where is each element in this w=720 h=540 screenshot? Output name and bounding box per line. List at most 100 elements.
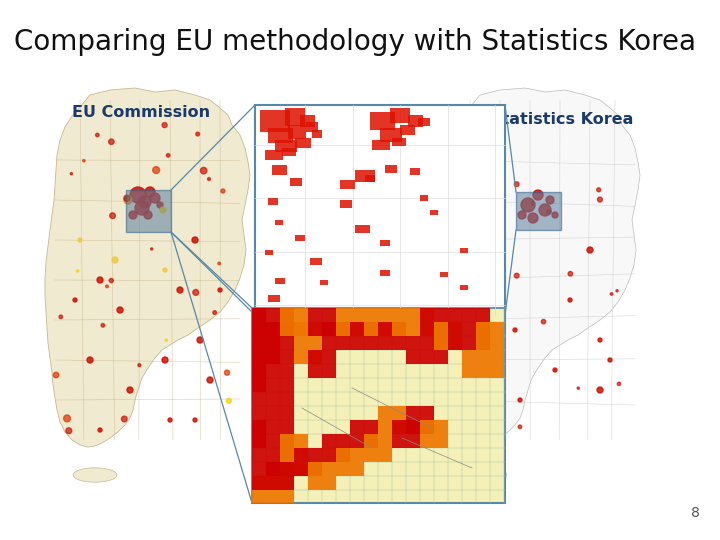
Bar bbox=[295, 235, 305, 241]
Bar bbox=[340, 200, 352, 208]
Bar bbox=[440, 272, 448, 277]
Bar bbox=[288, 125, 306, 139]
Circle shape bbox=[568, 272, 572, 276]
Bar bbox=[282, 148, 296, 156]
Circle shape bbox=[587, 247, 593, 253]
Bar bbox=[290, 178, 302, 186]
Circle shape bbox=[521, 198, 535, 212]
Circle shape bbox=[616, 289, 618, 292]
Bar bbox=[266, 448, 294, 476]
Circle shape bbox=[213, 310, 217, 314]
Circle shape bbox=[71, 173, 73, 175]
Bar bbox=[370, 112, 395, 130]
Circle shape bbox=[109, 213, 115, 219]
Circle shape bbox=[207, 178, 210, 180]
Circle shape bbox=[473, 318, 477, 322]
Circle shape bbox=[488, 288, 492, 292]
Circle shape bbox=[514, 182, 519, 186]
Circle shape bbox=[461, 193, 463, 195]
Circle shape bbox=[117, 307, 123, 313]
Circle shape bbox=[514, 273, 519, 278]
Bar bbox=[252, 476, 294, 503]
Bar bbox=[355, 170, 375, 182]
Circle shape bbox=[500, 132, 505, 137]
Circle shape bbox=[539, 204, 551, 216]
Bar bbox=[516, 192, 561, 230]
Bar bbox=[255, 105, 505, 315]
Bar bbox=[280, 434, 308, 476]
Circle shape bbox=[124, 196, 132, 204]
Bar bbox=[306, 122, 318, 132]
Circle shape bbox=[225, 370, 230, 375]
Bar bbox=[430, 210, 438, 215]
Bar bbox=[390, 108, 410, 123]
Bar bbox=[275, 278, 285, 284]
Bar bbox=[300, 115, 315, 127]
Bar bbox=[336, 448, 364, 476]
Circle shape bbox=[200, 167, 207, 174]
Bar bbox=[268, 128, 293, 143]
Circle shape bbox=[165, 339, 167, 341]
Bar bbox=[308, 462, 336, 490]
Bar bbox=[312, 130, 322, 138]
Circle shape bbox=[207, 377, 213, 383]
Circle shape bbox=[162, 357, 168, 363]
Bar bbox=[275, 220, 283, 225]
Bar bbox=[252, 336, 280, 364]
Circle shape bbox=[73, 298, 77, 302]
Circle shape bbox=[464, 375, 467, 377]
Text: 8: 8 bbox=[691, 506, 700, 520]
Bar bbox=[320, 280, 328, 285]
Circle shape bbox=[531, 201, 535, 205]
Circle shape bbox=[78, 238, 82, 242]
Circle shape bbox=[464, 248, 467, 251]
Bar bbox=[265, 150, 283, 160]
Circle shape bbox=[518, 425, 522, 429]
Circle shape bbox=[144, 211, 152, 219]
Bar bbox=[322, 434, 350, 462]
Circle shape bbox=[608, 358, 612, 362]
Bar bbox=[336, 308, 364, 336]
Bar bbox=[308, 308, 336, 336]
Circle shape bbox=[218, 262, 220, 265]
Circle shape bbox=[192, 237, 198, 243]
Circle shape bbox=[138, 363, 141, 367]
Circle shape bbox=[488, 368, 492, 372]
Circle shape bbox=[193, 418, 197, 422]
Bar bbox=[266, 322, 294, 364]
Circle shape bbox=[177, 287, 183, 293]
Bar bbox=[476, 322, 504, 350]
Circle shape bbox=[97, 277, 103, 283]
Bar bbox=[406, 336, 448, 364]
Text: EU Commission: EU Commission bbox=[72, 105, 210, 120]
Circle shape bbox=[124, 195, 130, 201]
Bar bbox=[410, 168, 420, 175]
Circle shape bbox=[452, 373, 456, 376]
Circle shape bbox=[139, 196, 151, 208]
Circle shape bbox=[528, 213, 538, 223]
Bar bbox=[380, 128, 402, 142]
Polygon shape bbox=[73, 468, 117, 482]
Bar bbox=[260, 110, 290, 132]
Bar bbox=[406, 406, 434, 434]
Circle shape bbox=[598, 197, 603, 202]
Circle shape bbox=[150, 193, 160, 203]
Bar bbox=[340, 180, 355, 189]
Bar bbox=[266, 392, 294, 420]
Bar bbox=[380, 270, 390, 276]
Circle shape bbox=[122, 416, 127, 422]
Bar bbox=[295, 138, 311, 148]
Circle shape bbox=[541, 320, 546, 324]
Bar bbox=[310, 258, 322, 265]
Bar bbox=[322, 322, 350, 350]
Bar bbox=[285, 108, 305, 126]
Circle shape bbox=[568, 298, 572, 302]
Text: Comparing EU methodology with Statistics Korea: Comparing EU methodology with Statistics… bbox=[14, 28, 696, 56]
Bar bbox=[280, 308, 308, 336]
Bar bbox=[294, 448, 322, 476]
Circle shape bbox=[518, 398, 522, 402]
Circle shape bbox=[109, 139, 114, 145]
Bar bbox=[365, 175, 375, 182]
Circle shape bbox=[533, 190, 543, 200]
Polygon shape bbox=[463, 468, 507, 482]
